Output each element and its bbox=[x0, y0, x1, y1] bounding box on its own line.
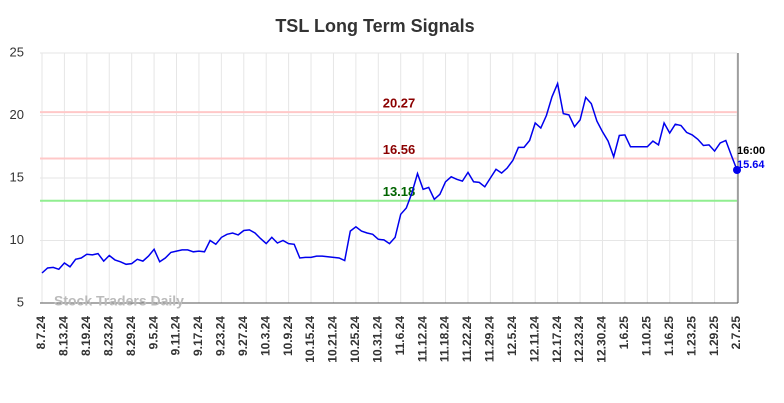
x-tick-label: 11.18.24 bbox=[438, 316, 452, 362]
y-tick-label: 10 bbox=[10, 232, 24, 247]
x-tick-label: 10.31.24 bbox=[370, 316, 384, 363]
x-tick-label: 9.5.24 bbox=[146, 316, 160, 350]
x-tick-label: 1.23.25 bbox=[684, 316, 698, 356]
price-line bbox=[41, 81, 738, 274]
signal-label: 16.56 bbox=[383, 142, 416, 157]
y-tick-label: 15 bbox=[10, 169, 24, 184]
last-point bbox=[733, 166, 741, 174]
x-tick-label: 9.27.24 bbox=[236, 316, 250, 356]
watermark: Stock Traders Daily bbox=[54, 293, 184, 309]
chart-title: TSL Long Term Signals bbox=[275, 16, 474, 36]
x-tick-label: 1.16.25 bbox=[662, 316, 676, 356]
x-tick-label: 1.10.25 bbox=[639, 316, 653, 356]
signal-label: 13.18 bbox=[383, 184, 416, 199]
x-tick-label: 10.21.24 bbox=[326, 316, 340, 363]
x-tick-label: 2.7.25 bbox=[729, 316, 743, 350]
y-tick-label: 5 bbox=[17, 294, 24, 309]
x-tick-label: 9.17.24 bbox=[191, 316, 205, 356]
x-tick-label: 1.29.25 bbox=[707, 316, 721, 356]
x-tick-label: 1.6.25 bbox=[617, 316, 631, 350]
x-tick-label: 9.11.24 bbox=[169, 316, 183, 356]
y-tick-label: 25 bbox=[10, 44, 24, 59]
signal-label: 20.27 bbox=[383, 96, 416, 111]
x-tick-label: 11.29.24 bbox=[483, 316, 497, 362]
x-tick-label: 11.12.24 bbox=[415, 316, 429, 362]
x-tick-label: 9.23.24 bbox=[214, 316, 228, 356]
x-tick-label: 8.7.24 bbox=[34, 316, 48, 350]
x-tick-label: 10.3.24 bbox=[258, 316, 272, 356]
x-tick-label: 8.19.24 bbox=[79, 316, 93, 356]
x-tick-label: 10.9.24 bbox=[281, 316, 295, 356]
x-tick-label: 12.5.24 bbox=[505, 316, 519, 356]
x-tick-label: 11.6.24 bbox=[393, 316, 407, 356]
x-tick-label: 10.15.24 bbox=[303, 316, 317, 363]
x-tick-label: 12.23.24 bbox=[572, 316, 586, 363]
last-time: 16:00 bbox=[737, 145, 765, 157]
x-tick-label: 8.23.24 bbox=[101, 316, 115, 356]
x-tick-label: 10.25.24 bbox=[348, 316, 362, 363]
x-tick-label: 12.17.24 bbox=[550, 316, 564, 363]
x-tick-label: 12.11.24 bbox=[527, 316, 541, 362]
x-tick-label: 8.13.24 bbox=[57, 316, 71, 356]
x-tick-label: 11.22.24 bbox=[460, 316, 474, 362]
x-tick-label: 12.30.24 bbox=[595, 316, 609, 363]
x-tick-label: 8.29.24 bbox=[124, 316, 138, 356]
last-value: 15.64 bbox=[737, 159, 765, 171]
y-tick-label: 20 bbox=[10, 107, 24, 122]
